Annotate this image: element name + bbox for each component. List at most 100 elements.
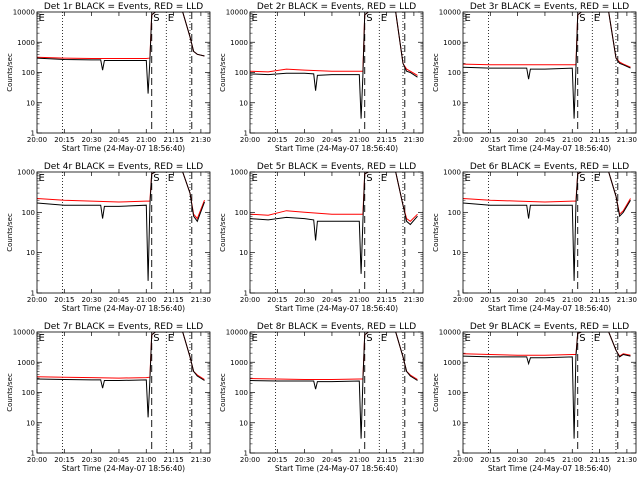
y-tick-label: 10 — [452, 249, 461, 257]
y-tick-label: 1000 — [443, 39, 461, 47]
y-tick-label: 100 — [235, 69, 248, 77]
y-tick-label: 100 — [448, 69, 461, 77]
region-marker-s: S — [153, 333, 159, 344]
x-axis-label: Start Time (24-May-07 18:56:40) — [62, 464, 185, 473]
region-marker-s: S — [579, 173, 585, 184]
x-tick-label: 20:30 — [295, 136, 315, 144]
y-tick-label: 1000 — [17, 39, 35, 47]
series-line-events — [463, 172, 631, 281]
plot-area — [463, 172, 631, 293]
chart-panel-8: Det 8r BLACK = Events, RED = LLD 20:00 20:… — [219, 322, 424, 473]
x-tick-label: 20:15 — [267, 296, 287, 304]
plot-frame — [249, 171, 424, 294]
x-axis-label: Start Time (24-May-07 18:56:40) — [488, 144, 611, 153]
region-marker-s: S — [153, 173, 159, 184]
y-tick-label: 10 — [452, 99, 461, 107]
plot-area — [463, 332, 631, 453]
y-tick-label: 1 — [244, 290, 248, 298]
x-tick-label: 20:15 — [267, 136, 287, 144]
x-axis-label: Start Time (24-May-07 18:56:40) — [62, 304, 185, 313]
x-tick-label: 20:30 — [82, 296, 102, 304]
y-tick-label: 100 — [22, 69, 35, 77]
x-axis-label: Start Time (24-May-07 18:56:40) — [275, 144, 398, 153]
y-tick-label: 1000 — [443, 169, 461, 177]
y-tick-label: 1 — [457, 290, 461, 298]
x-tick-label: 21:00 — [562, 296, 582, 304]
region-marker-s: S — [366, 333, 372, 344]
region-marker-e: E — [39, 13, 45, 24]
region-marker-s: S — [579, 13, 585, 24]
x-tick-label: 20:30 — [508, 296, 528, 304]
chart-panel-2: Det 2r BLACK = Events, RED = LLD 20:00 20:… — [219, 2, 424, 153]
y-axis-label: Counts/sec — [432, 373, 440, 412]
x-tick-label: 20:30 — [82, 456, 102, 464]
x-tick-label: 20:45 — [109, 296, 129, 304]
y-tick-label: 10000 — [226, 329, 248, 337]
x-tick-label: 20:30 — [295, 296, 315, 304]
x-tick-label: 20:00 — [240, 136, 260, 144]
x-tick-label: 21:00 — [136, 136, 156, 144]
y-tick-label: 10000 — [226, 9, 248, 17]
y-axis-label: Counts/sec — [6, 53, 14, 92]
panel-title: Det 9r BLACK = Events, RED = LLD — [470, 322, 629, 332]
y-tick-label: 10 — [26, 249, 35, 257]
region-marker-e: E — [252, 13, 258, 24]
plot-area — [250, 12, 418, 133]
region-marker-e: E — [381, 173, 387, 184]
x-tick-label: 21:30 — [617, 136, 637, 144]
y-tick-label: 10 — [239, 99, 248, 107]
panel-title: Det 5r BLACK = Events, RED = LLD — [257, 162, 416, 172]
chart-panel-5: Det 5r BLACK = Events, RED = LLD 20:00 20:… — [219, 162, 424, 313]
x-tick-label: 20:45 — [109, 136, 129, 144]
y-tick-label: 1 — [457, 130, 461, 138]
y-tick-label: 1 — [244, 130, 248, 138]
panel-title: Det 6r BLACK = Events, RED = LLD — [470, 162, 629, 172]
x-tick-label: 21:15 — [376, 456, 396, 464]
region-marker-e: E — [252, 173, 258, 184]
y-tick-label: 1 — [244, 450, 248, 458]
x-tick-label: 21:15 — [589, 136, 609, 144]
x-axis-label: Start Time (24-May-07 18:56:40) — [275, 464, 398, 473]
series-line-events — [463, 12, 631, 119]
y-tick-label: 10 — [26, 99, 35, 107]
x-tick-label: 21:30 — [617, 296, 637, 304]
x-tick-label: 20:45 — [322, 136, 342, 144]
region-marker-s: S — [366, 173, 372, 184]
y-tick-label: 1 — [31, 130, 35, 138]
x-tick-label: 20:15 — [267, 456, 287, 464]
y-tick-label: 1000 — [230, 39, 248, 47]
x-axis-label: Start Time (24-May-07 18:56:40) — [488, 464, 611, 473]
x-tick-label: 20:30 — [82, 136, 102, 144]
x-tick-label: 21:30 — [191, 136, 211, 144]
x-tick-label: 21:00 — [136, 296, 156, 304]
x-tick-label: 21:30 — [404, 136, 424, 144]
panel-title: Det 2r BLACK = Events, RED = LLD — [257, 2, 416, 12]
region-marker-e: E — [39, 173, 45, 184]
y-tick-label: 100 — [235, 209, 248, 217]
y-axis-label: Counts/sec — [6, 373, 14, 412]
x-tick-label: 20:30 — [508, 136, 528, 144]
region-marker-e: E — [381, 333, 387, 344]
x-tick-label: 21:00 — [136, 456, 156, 464]
y-tick-label: 10 — [239, 419, 248, 427]
x-tick-label: 20:45 — [535, 456, 555, 464]
region-marker-e: E — [465, 333, 471, 344]
plot-frame — [462, 171, 637, 294]
x-tick-label: 21:30 — [617, 456, 637, 464]
x-tick-label: 21:00 — [562, 456, 582, 464]
panel-title: Det 4r BLACK = Events, RED = LLD — [44, 162, 203, 172]
y-tick-label: 10 — [452, 419, 461, 427]
x-axis-label: Start Time (24-May-07 18:56:40) — [62, 144, 185, 153]
x-tick-label: 21:15 — [376, 296, 396, 304]
y-tick-label: 10 — [239, 249, 248, 257]
y-tick-label: 10000 — [439, 9, 461, 17]
y-tick-label: 1000 — [17, 169, 35, 177]
y-tick-label: 10000 — [439, 329, 461, 337]
chart-panel-3: Det 3r BLACK = Events, RED = LLD 20:00 20:… — [432, 2, 637, 153]
panel-title: Det 1r BLACK = Events, RED = LLD — [44, 2, 203, 12]
y-tick-label: 1 — [31, 290, 35, 298]
y-tick-label: 1000 — [230, 169, 248, 177]
region-marker-e: E — [594, 173, 600, 184]
